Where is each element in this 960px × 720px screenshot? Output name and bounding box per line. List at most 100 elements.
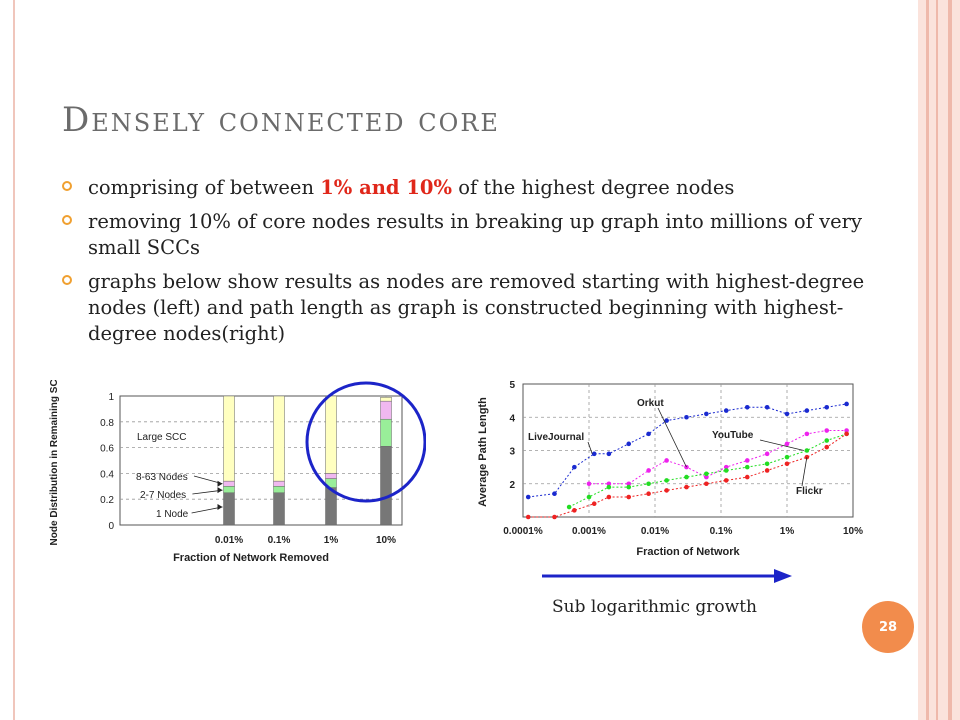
right-chart-point (606, 484, 612, 490)
right-chart-point (664, 478, 669, 483)
right-stripe (936, 0, 938, 720)
scc-distribution-chart: Node Distribution in Remaining SCCs 0 0.2… (49, 380, 426, 564)
figure-caption: Sub logarithmic growth (552, 597, 757, 617)
right-chart-point (646, 468, 651, 473)
right-stripe (926, 0, 929, 720)
right-chart-point (646, 481, 651, 487)
right-chart-point (586, 494, 592, 500)
right-chart-point (744, 458, 750, 463)
right-chart-point (591, 451, 597, 457)
right-chart-point (784, 411, 790, 417)
right-chart-point (606, 494, 612, 500)
right-chart-point (704, 471, 709, 477)
right-chart-point (606, 481, 612, 487)
right-chart-point (764, 404, 770, 410)
right-chart-point (525, 494, 531, 500)
left-chart-plot-frame (119, 395, 403, 526)
right-chart-point (744, 464, 750, 470)
right-chart-point (591, 501, 597, 506)
right-chart-point (844, 431, 849, 437)
left-chart-bar-segment (325, 395, 337, 474)
right-chart-label-leader (657, 407, 687, 468)
bullet-circle-icon (62, 275, 72, 285)
right-chart-xtick: 0.01% (641, 526, 669, 537)
left-chart-bar-segment (223, 395, 235, 482)
right-chart-point (684, 474, 689, 480)
right-chart-series-label: LiveJournal (528, 432, 584, 443)
left-chart-bar-segment (273, 486, 285, 494)
left-chart-xtick: 0.1% (268, 535, 291, 546)
right-chart-point (704, 481, 709, 487)
right-chart-point (804, 408, 810, 413)
right-chart-series-line (589, 430, 847, 485)
right-chart-point (704, 474, 709, 480)
right-chart-point (626, 441, 632, 447)
right-chart-xlabel: Fraction of Network (636, 546, 740, 558)
right-chart-ylabel: Average Path Length (477, 397, 489, 507)
right-chart-point (684, 414, 689, 420)
right-chart-point (824, 444, 830, 450)
left-chart-ytick: 0 (108, 521, 114, 532)
left-chart-bar-segment (223, 492, 235, 526)
right-chart-point (824, 438, 830, 443)
right-chart-point (784, 454, 790, 460)
right-chart-point (566, 504, 572, 510)
right-chart-point (824, 404, 830, 410)
right-chart-point (572, 464, 577, 470)
bullet-circle-icon (62, 181, 72, 191)
left-chart-bar-segment (380, 400, 392, 420)
left-chart-bar-segment (380, 418, 392, 447)
right-chart-point (646, 491, 651, 497)
right-chart-label-leader (759, 439, 804, 451)
right-chart-point (764, 451, 770, 457)
right-chart-label-leader (587, 441, 593, 454)
right-chart-ytick: 2 (509, 480, 515, 491)
left-chart-legend-label: 8-63 Nodes (136, 472, 188, 483)
left-chart-ylabel: Node Distribution in Remaining SCCs (49, 380, 60, 545)
left-chart-legend-arrowhead (217, 503, 223, 510)
left-chart-bar-segment (273, 480, 285, 487)
left-chart-ytick: 0.6 (100, 444, 114, 455)
path-length-chart: Average Path Length 2 3 4 5 0.0001% 0.001% 0.… (477, 380, 863, 558)
right-chart-point (704, 411, 709, 417)
bullet-text-tail: of the highest degree nodes (452, 176, 735, 199)
right-chart-xtick: 0.1% (710, 526, 733, 537)
right-chart-series-label: Flickr (796, 486, 823, 497)
right-chart-point (744, 474, 750, 480)
right-chart-point (723, 468, 729, 473)
left-border-rule (13, 0, 15, 720)
right-chart-point (844, 401, 849, 407)
right-chart-point (606, 451, 612, 457)
right-chart-point (626, 494, 632, 500)
right-chart-series-line (528, 433, 847, 518)
bullet-item: comprising of between 1% and 10% of the … (62, 175, 872, 201)
right-chart-point (552, 514, 557, 520)
right-decor-band (918, 0, 960, 720)
right-chart-plot-frame (522, 383, 854, 518)
right-chart-point (764, 461, 770, 467)
right-chart-point (525, 514, 531, 520)
right-chart-point (744, 404, 750, 410)
right-chart-ytick: 3 (509, 447, 515, 458)
bullet-circle-icon (62, 215, 72, 225)
right-chart-series-label: YouTube (712, 430, 754, 441)
left-chart-ytick: 1 (108, 392, 114, 403)
left-chart-bar-segment (380, 397, 392, 402)
right-chart-point (646, 431, 651, 437)
left-chart-bar-segment (380, 446, 392, 526)
bullet-text: removing 10% of core nodes results in br… (88, 210, 862, 259)
right-chart-ytick: 5 (509, 380, 515, 391)
bullet-text: comprising of between (88, 176, 321, 199)
right-chart-point (764, 468, 770, 473)
bullet-highlight: 1% and 10% (320, 176, 453, 199)
right-chart-point (664, 458, 669, 463)
right-chart-point (664, 418, 669, 423)
left-chart-legend-leader (192, 489, 223, 495)
right-chart-point (723, 464, 729, 470)
left-chart-ytick: 0.4 (100, 469, 114, 480)
left-chart-ytick: 0.2 (100, 495, 114, 506)
right-stripe (948, 0, 952, 720)
page-number-badge: 28 (862, 601, 914, 653)
right-chart-point (626, 484, 632, 490)
right-chart-point (684, 484, 689, 490)
